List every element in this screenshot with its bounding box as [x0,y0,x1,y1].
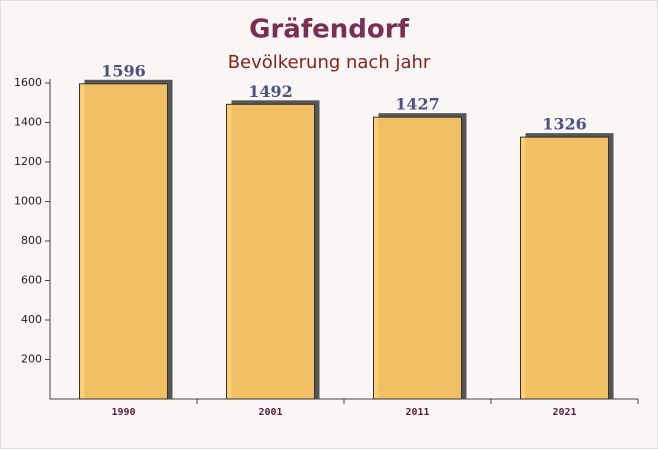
x-tick-label: 2011 [405,407,429,418]
chart-subtitle: Bevölkerung nach jahr [228,52,431,73]
value-label: 1492 [248,82,293,101]
x-tick-label: 1990 [111,407,135,418]
y-tick-label: 1000 [14,195,42,208]
y-tick-label: 1600 [14,76,42,89]
value-label: 1596 [101,61,146,80]
y-tick-label: 1400 [14,116,42,129]
bar [373,116,462,400]
x-tick-label: 2021 [552,407,576,418]
y-tick-label: 200 [21,353,42,366]
y-tick-label: 600 [21,274,42,287]
bar [226,103,315,400]
value-label: 1326 [542,115,587,134]
bar [520,136,609,400]
y-tick-label: 400 [21,313,42,326]
value-label: 1427 [395,95,440,114]
y-tick-label: 1200 [14,155,42,168]
chart-title: Gräfendorf [249,15,409,45]
bar [79,83,168,400]
x-tick-label: 2001 [258,407,282,418]
y-tick-label: 800 [21,234,42,247]
